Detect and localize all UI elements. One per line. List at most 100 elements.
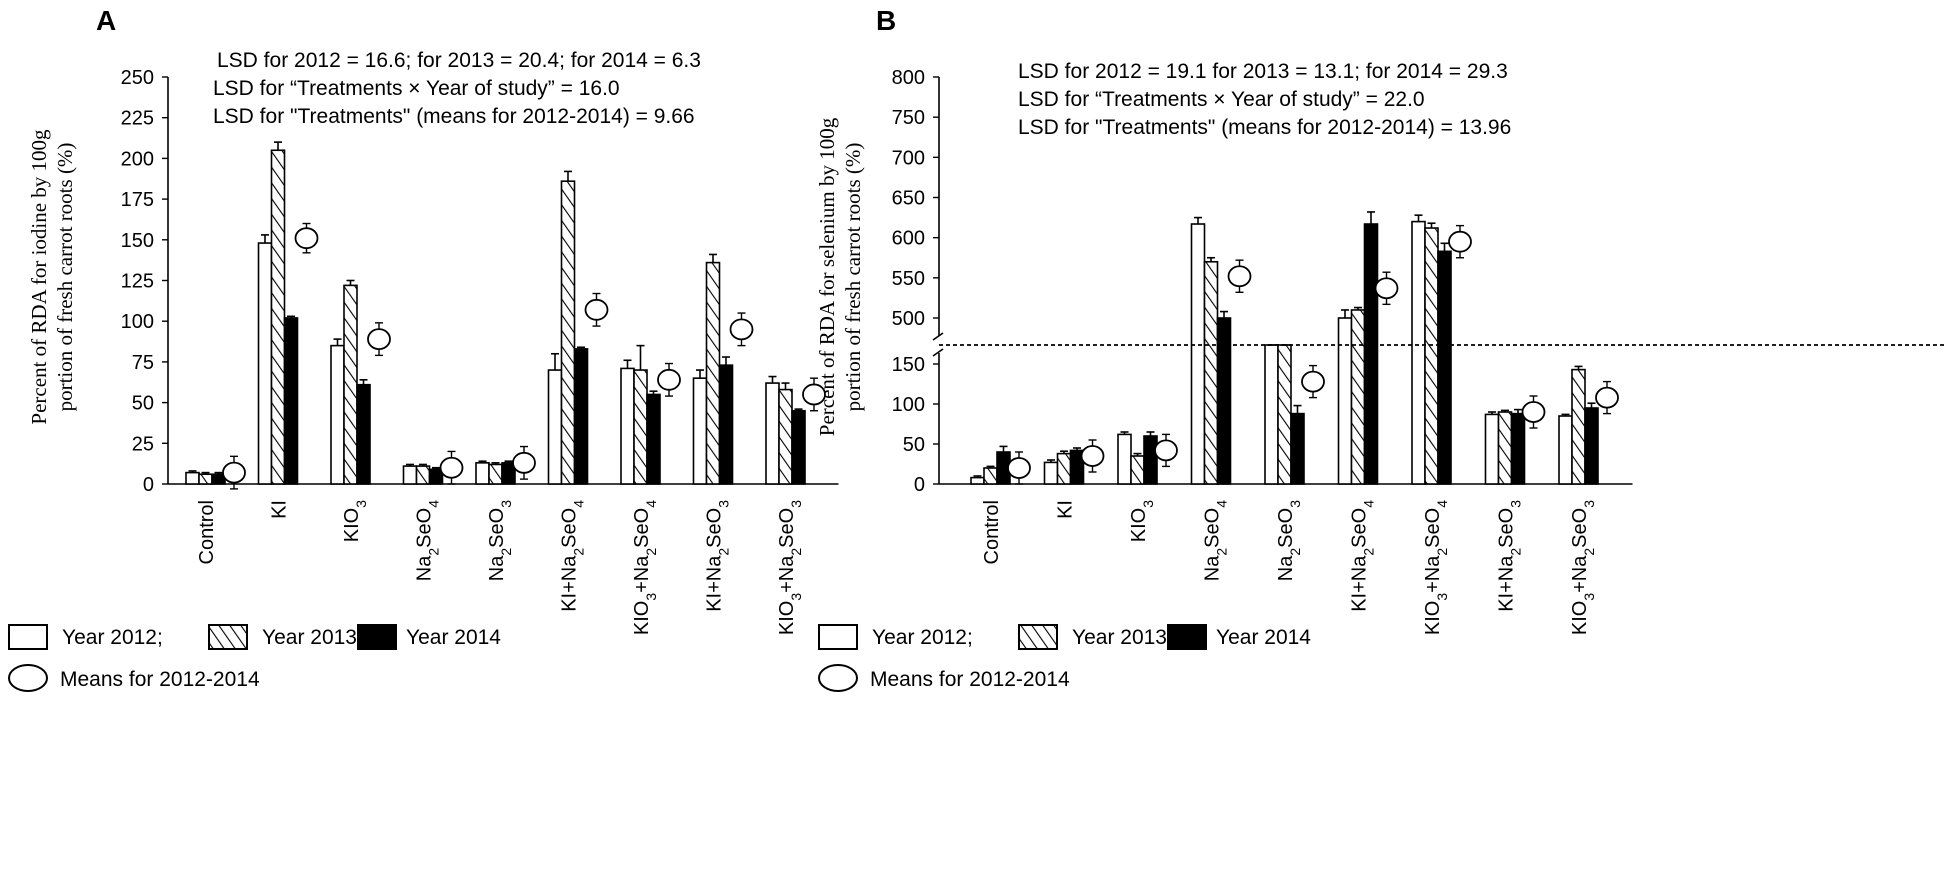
x-tick-label-6: KIO3+Na2SeO4 bbox=[631, 500, 659, 635]
bar-2013-6 bbox=[633, 369, 648, 485]
legend-panel-a: Year 2012; Year 2013; Year 2014 Means fo… bbox=[8, 624, 501, 692]
lsd-annotation-3: LSD for "Treatments" (means for 2012-201… bbox=[213, 105, 695, 128]
legend-label-2013: Year 2013; bbox=[1072, 626, 1173, 649]
panel-b-annotations: LSD for 2012 = 19.1 for 2013 = 13.1; for… bbox=[1018, 60, 1511, 139]
legend-swatch-2014 bbox=[357, 624, 397, 650]
bar-2014-7 bbox=[1510, 412, 1526, 485]
bar-2012-6 bbox=[1411, 220, 1426, 485]
bar-2014-8 bbox=[791, 409, 806, 485]
mean-marker-8 bbox=[1595, 386, 1619, 409]
bar-2013-1 bbox=[1056, 452, 1072, 485]
legend-swatch-2013 bbox=[208, 624, 248, 650]
y-axis-label-line-2: portion of fresh carrot roots (%) bbox=[841, 143, 865, 412]
bar-2012-1 bbox=[257, 242, 273, 485]
lsd-annotation-3: LSD for "Treatments" (means for 2012-201… bbox=[1018, 116, 1511, 139]
lsd-annotation-2: LSD for “Treatments × Year of study” = 1… bbox=[213, 77, 620, 100]
bar-2012-0 bbox=[970, 476, 985, 485]
y-tick-label-4: 100 bbox=[121, 311, 154, 333]
bar-2012-2 bbox=[1117, 433, 1132, 485]
y-tick-label-upper-1: 550 bbox=[892, 268, 925, 290]
bar-2014-5 bbox=[1363, 223, 1379, 485]
bar-2012-5 bbox=[547, 369, 563, 485]
panel-a-letter: A bbox=[96, 5, 116, 36]
y-tick-label-upper-3: 650 bbox=[892, 188, 925, 210]
axis-break-mark-bottom bbox=[932, 348, 944, 357]
mean-marker-2 bbox=[367, 328, 391, 351]
bar-2013-3 bbox=[1203, 260, 1219, 485]
y-tick-label-5: 125 bbox=[121, 271, 154, 293]
bar-2012-3 bbox=[402, 465, 418, 485]
panel-a: A LSD for 2012 = 16.6; for 2013 = 20.4; … bbox=[27, 5, 839, 635]
bar-2013-7 bbox=[705, 261, 721, 485]
y-tick-label-lower-0: 0 bbox=[914, 474, 925, 496]
bar-2013-1 bbox=[270, 149, 286, 485]
legend-panel-b: Year 2012; Year 2013; Year 2014 Means fo… bbox=[818, 624, 1311, 692]
bar-2012-4 bbox=[1264, 344, 1279, 485]
mean-marker-2 bbox=[1154, 439, 1178, 462]
mean-marker-5 bbox=[1374, 277, 1399, 300]
mean-marker-3 bbox=[1227, 265, 1252, 288]
mean-marker-3 bbox=[439, 456, 464, 479]
y-tick-label-upper-4: 700 bbox=[892, 147, 925, 169]
y-tick-label-lower-1: 50 bbox=[903, 434, 925, 456]
lsd-annotation-1: LSD for 2012 = 19.1 for 2013 = 13.1; for… bbox=[1018, 60, 1508, 83]
x-tick-label-0: Control bbox=[981, 500, 1003, 564]
y-tick-label-upper-0: 500 bbox=[892, 308, 925, 330]
axis-break-mark-top bbox=[932, 332, 944, 341]
bar-2012-1 bbox=[1043, 461, 1059, 485]
bar-2012-8 bbox=[765, 382, 780, 485]
bar-2013-8 bbox=[778, 388, 793, 485]
bar-2013-0 bbox=[198, 473, 213, 485]
bar-2013-0 bbox=[983, 467, 998, 485]
legend-swatch-2013 bbox=[1018, 624, 1058, 650]
mean-marker-0 bbox=[222, 461, 246, 484]
y-tick-label-9: 225 bbox=[121, 108, 154, 130]
y-tick-label-upper-2: 600 bbox=[892, 228, 925, 250]
y-tick-label-8: 200 bbox=[121, 148, 154, 170]
bar-2014-5 bbox=[573, 348, 589, 485]
y-tick-label-7: 175 bbox=[121, 189, 154, 211]
bar-2014-2 bbox=[1143, 435, 1158, 485]
bar-2012-7 bbox=[1484, 413, 1500, 485]
legend-label-2014: Year 2014 bbox=[1216, 626, 1311, 649]
x-tick-label-0: Control bbox=[196, 500, 218, 564]
mean-marker-1 bbox=[294, 227, 319, 250]
legend-label-2013: Year 2013; bbox=[262, 626, 363, 649]
x-tick-label-7: KI+Na2SeO3 bbox=[704, 500, 732, 612]
x-tick-label-5: KI+Na2SeO4 bbox=[1349, 500, 1377, 612]
legend-label-means: Means for 2012-2014 bbox=[60, 668, 260, 691]
mean-marker-6 bbox=[1448, 230, 1472, 253]
y-tick-label-upper-6: 800 bbox=[892, 67, 925, 89]
bar-2014-7 bbox=[718, 364, 734, 485]
y-tick-label-2: 50 bbox=[132, 393, 154, 415]
panel-b-plot: 500 550 600 650 700 750 800 0 50 100 150 Control KI K… bbox=[892, 67, 1944, 635]
x-tick-label-5: KI+Na2SeO4 bbox=[559, 500, 587, 612]
bar-2014-3 bbox=[1216, 317, 1232, 485]
legend-label-2012: Year 2012; bbox=[62, 626, 163, 649]
y-tick-label-upper-5: 750 bbox=[892, 107, 925, 129]
bar-2012-2 bbox=[330, 344, 345, 485]
bar-2014-1 bbox=[283, 317, 299, 485]
mean-marker-0 bbox=[1007, 457, 1031, 479]
bar-2013-3 bbox=[415, 465, 431, 485]
bar-2013-6 bbox=[1424, 227, 1439, 485]
bar-2012-6 bbox=[620, 367, 635, 485]
x-tick-label-4: Na2SeO3 bbox=[486, 500, 514, 581]
x-tick-label-8: KIO3+Na2SeO3 bbox=[1569, 500, 1597, 635]
bar-2013-4 bbox=[488, 463, 503, 485]
bar-2012-0 bbox=[185, 471, 200, 485]
bar-2014-4 bbox=[1290, 412, 1305, 485]
bar-2013-8 bbox=[1571, 368, 1586, 485]
bar-2012-3 bbox=[1190, 223, 1206, 485]
bar-2013-4 bbox=[1277, 344, 1292, 485]
x-tick-label-2: KIO3 bbox=[341, 500, 369, 542]
bar-2013-7 bbox=[1497, 411, 1513, 485]
panel-a-plot: 0 25 50 75 100 125 150 175 200 225 250 Control KI KIO… bbox=[121, 67, 839, 635]
x-tick-label-1: KI bbox=[1055, 500, 1077, 519]
lsd-annotation-1: LSD for 2012 = 16.6; for 2013 = 20.4; fo… bbox=[217, 49, 701, 72]
legend-swatch-2012 bbox=[818, 624, 858, 650]
legend-swatch-means bbox=[818, 664, 858, 692]
x-tick-label-2: KIO3 bbox=[1128, 500, 1156, 542]
panel-b: B LSD for 2012 = 19.1 for 2013 = 13.1; f… bbox=[815, 5, 1944, 635]
bar-2012-5 bbox=[1337, 317, 1353, 485]
